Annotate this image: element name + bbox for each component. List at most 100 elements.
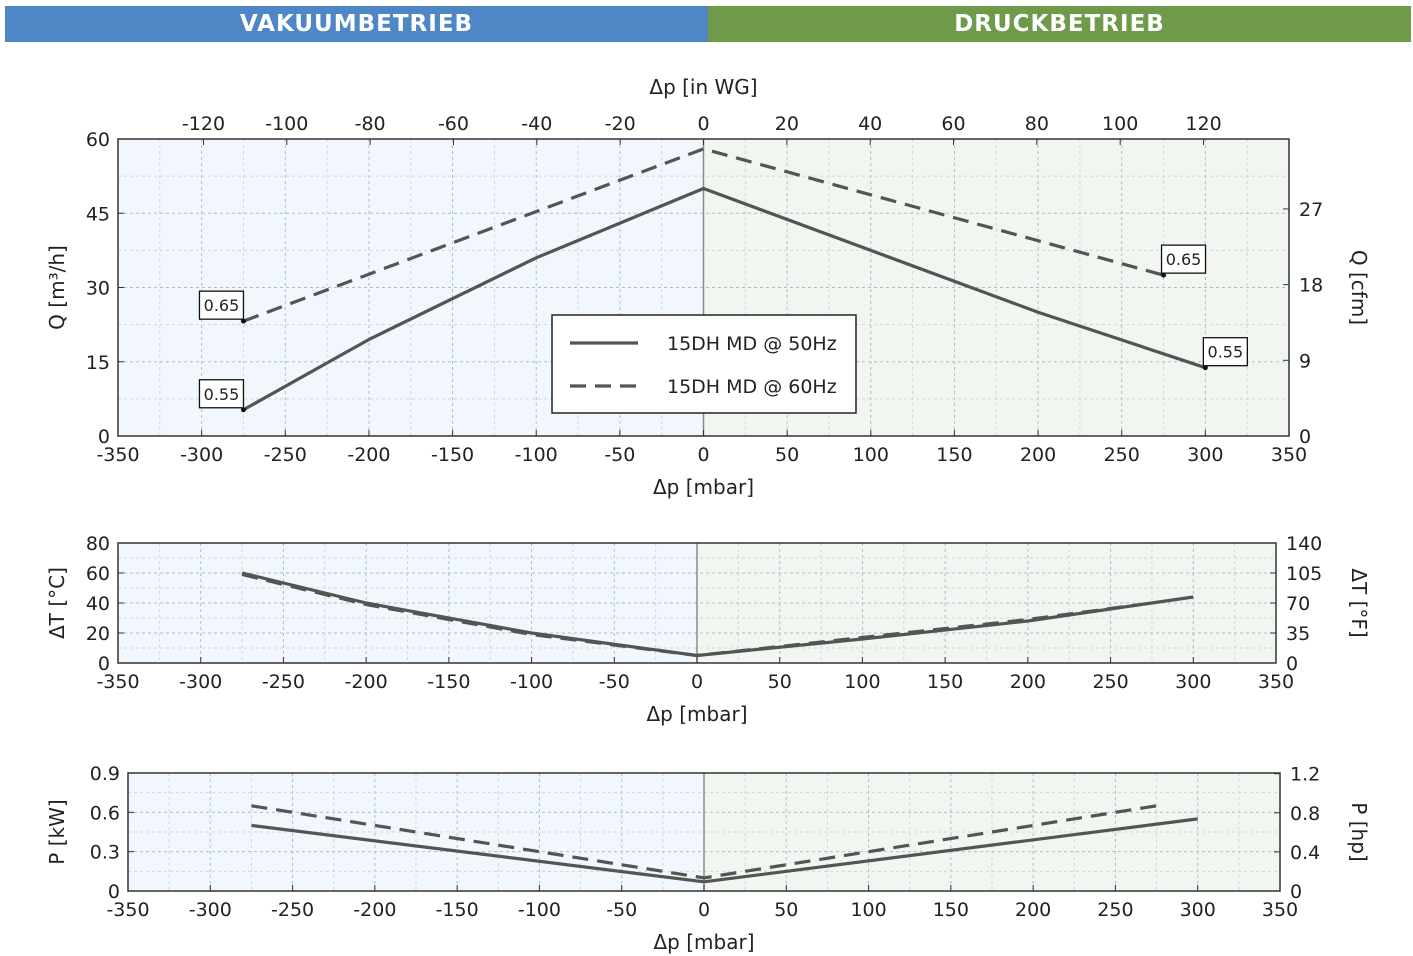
chart1-y-tick-label: 0 — [98, 426, 110, 448]
chart3-x-tick-label: -300 — [189, 899, 232, 921]
chart2-x-tick-label: -150 — [427, 671, 470, 693]
chart3-x-tick-label: 350 — [1262, 899, 1298, 921]
chart2-x-tick-label: -200 — [345, 671, 388, 693]
chart2-y-tick-label: 40 — [86, 593, 110, 615]
chart3-y-tick-label: 0.3 — [90, 842, 120, 864]
chart2-y-tick-label: 0 — [98, 653, 110, 675]
chart1-annotation-label: 0.65 — [204, 296, 240, 315]
chart1-x-tick-label: 300 — [1187, 444, 1223, 466]
chart1-x2-axis-label: Δp [in WG] — [649, 75, 757, 99]
legend-box — [551, 314, 857, 414]
chart1-series-50hz-line — [242, 186, 1206, 412]
chart1-x-tick-label: -150 — [431, 444, 474, 466]
chart3-y-tick-label: 0.6 — [90, 802, 120, 824]
chart2-x-axis-label: Δp [mbar] — [647, 702, 748, 726]
chart2-y-axis-label: ΔT [°C] — [45, 567, 69, 639]
chart1-annotation-marker — [1202, 365, 1208, 371]
chart1-annotation-box — [1160, 244, 1207, 274]
chart1-x2-tick-label: -120 — [182, 113, 225, 135]
chart2-y-tick-label: 20 — [86, 623, 110, 645]
chart1-x-tick-label: 50 — [775, 444, 799, 466]
chart1-x-tick-label: 150 — [936, 444, 972, 466]
chart2-x-tick-label: 200 — [1010, 671, 1046, 693]
chart1-x2-tick-label: 100 — [1102, 113, 1138, 135]
chart3-y-axis-label: P [kW] — [45, 799, 69, 864]
chart1-y-tick-label: 30 — [86, 278, 110, 300]
chart2-y2-tick-label: 140 — [1286, 533, 1322, 555]
pressure-mode-banner: DRUCKBETRIEB — [708, 6, 1411, 42]
chart1-annotation-label: 0.65 — [1166, 250, 1202, 269]
chart1-annotation-label: 0.55 — [1208, 343, 1244, 362]
chart2-y2-axis-label: ΔT [°F] — [1347, 568, 1371, 637]
chart3-x-tick-label: -250 — [271, 899, 314, 921]
chart1-y2-tick-label: 18 — [1299, 275, 1323, 297]
chart2-y-tick-label: 80 — [86, 533, 110, 555]
chart3-x-tick-label: 300 — [1180, 899, 1216, 921]
chart2-x-tick-label: 150 — [927, 671, 963, 693]
chart2-x-tick-label: -300 — [179, 671, 222, 693]
chart3-y-tick-label: 0.9 — [90, 763, 120, 785]
chart3-x-tick-label: 200 — [1015, 899, 1051, 921]
chart3-y2-axis-label: P [hp] — [1347, 802, 1371, 861]
chart1-x2-tick-label: -80 — [355, 113, 386, 135]
chart1-x-tick-label: 200 — [1020, 444, 1056, 466]
chart3-series-50hz-line — [251, 817, 1198, 884]
chart1-x-tick-label: 350 — [1271, 444, 1307, 466]
chart1-y-axis-label: Q [m³/h] — [45, 245, 69, 330]
vacuum-mode-banner: VAKUUMBETRIEB — [5, 6, 708, 42]
chart1-x2-tick-label: -40 — [521, 113, 552, 135]
chart1-y2-tick-label: 27 — [1299, 199, 1323, 221]
chart3-x-axis-label: Δp [mbar] — [654, 930, 755, 954]
chart1-x2-tick-label: 120 — [1185, 113, 1221, 135]
chart1-x-tick-label: -250 — [264, 444, 307, 466]
chart3-x-tick-label: 150 — [933, 899, 969, 921]
chart3-x-tick-label: 250 — [1097, 899, 1133, 921]
chart3-x-tick-label: -150 — [436, 899, 479, 921]
chart1-x2-tick-label: -20 — [605, 113, 636, 135]
chart1-y2-axis-label: Q [cfm] — [1347, 250, 1371, 325]
chart2-x-tick-label: -350 — [96, 671, 139, 693]
chart1-y-tick-label: 60 — [86, 129, 110, 151]
legend-label-50hz: 15DH MD @ 50Hz — [667, 333, 837, 355]
chart3-x-tick-label: 50 — [774, 899, 798, 921]
chart1-x-tick-label: -200 — [347, 444, 390, 466]
chart1-x-tick-label: -100 — [515, 444, 558, 466]
chart3-y2-tick-label: 1.2 — [1290, 764, 1320, 786]
chart1-annotation-box — [198, 379, 245, 409]
chart3-x-tick-label: 0 — [698, 899, 710, 921]
chart2-y2-tick-label: 70 — [1286, 593, 1310, 615]
chart2-y2-tick-label: 0 — [1286, 653, 1298, 675]
chart3-x-tick-label: -350 — [106, 899, 149, 921]
chart1-annotation-box — [198, 290, 245, 320]
chart3-y2-tick-label: 0.8 — [1290, 803, 1320, 825]
chart3-x-tick-label: -200 — [353, 899, 396, 921]
chart2-x-tick-label: 350 — [1258, 671, 1294, 693]
chart1-y-tick-label: 45 — [86, 203, 110, 225]
chart1-x2-tick-label: 0 — [697, 113, 709, 135]
chart1-x2-tick-label: -60 — [438, 113, 469, 135]
chart1-x-tick-label: 250 — [1104, 444, 1140, 466]
chart2-x-tick-label: 50 — [768, 671, 792, 693]
chart3-x-tick-label: -50 — [606, 899, 637, 921]
chart1-x2-tick-label: 40 — [858, 113, 882, 135]
chart1-y-tick-label: 15 — [86, 352, 110, 374]
chart3-x-tick-label: 100 — [850, 899, 886, 921]
chart3-y2-tick-label: 0 — [1290, 881, 1302, 903]
chart1-x2-tick-label: 20 — [775, 113, 799, 135]
chart3-y-tick-label: 0 — [108, 881, 120, 903]
chart1-annotation-marker — [240, 318, 246, 324]
chart1-x2-tick-label: -100 — [265, 113, 308, 135]
chart2-x-tick-label: -100 — [510, 671, 553, 693]
chart1-annotation-box — [1202, 337, 1249, 367]
chart2-x-tick-label: -50 — [599, 671, 630, 693]
chart1-annotation-marker — [1161, 272, 1167, 278]
chart2-x-tick-label: 0 — [691, 671, 703, 693]
chart1-x-axis-label: Δp [mbar] — [653, 475, 754, 499]
chart2-x-tick-label: 250 — [1092, 671, 1128, 693]
chart2-x-tick-label: 100 — [844, 671, 880, 693]
chart2-y-tick-label: 60 — [86, 563, 110, 585]
chart2-x-tick-label: -250 — [262, 671, 305, 693]
chart2-x-tick-label: 300 — [1175, 671, 1211, 693]
chart1-x-tick-label: -350 — [96, 444, 139, 466]
